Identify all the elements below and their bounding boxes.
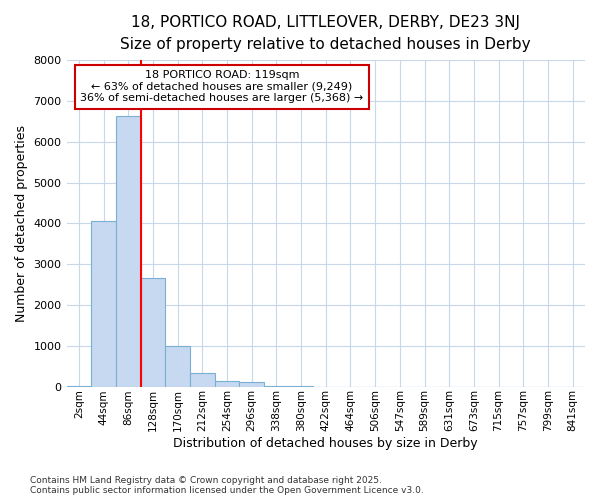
Bar bbox=[239, 382, 264, 386]
Bar bbox=[91, 222, 116, 386]
Bar bbox=[190, 372, 215, 386]
Bar bbox=[215, 381, 239, 386]
Bar bbox=[140, 278, 165, 386]
X-axis label: Distribution of detached houses by size in Derby: Distribution of detached houses by size … bbox=[173, 437, 478, 450]
Text: Contains HM Land Registry data © Crown copyright and database right 2025.
Contai: Contains HM Land Registry data © Crown c… bbox=[30, 476, 424, 495]
Bar bbox=[116, 116, 140, 386]
Title: 18, PORTICO ROAD, LITTLEOVER, DERBY, DE23 3NJ
Size of property relative to detac: 18, PORTICO ROAD, LITTLEOVER, DERBY, DE2… bbox=[121, 15, 531, 52]
Bar bbox=[165, 346, 190, 387]
Text: 18 PORTICO ROAD: 119sqm
← 63% of detached houses are smaller (9,249)
36% of semi: 18 PORTICO ROAD: 119sqm ← 63% of detache… bbox=[80, 70, 364, 103]
Y-axis label: Number of detached properties: Number of detached properties bbox=[15, 125, 28, 322]
